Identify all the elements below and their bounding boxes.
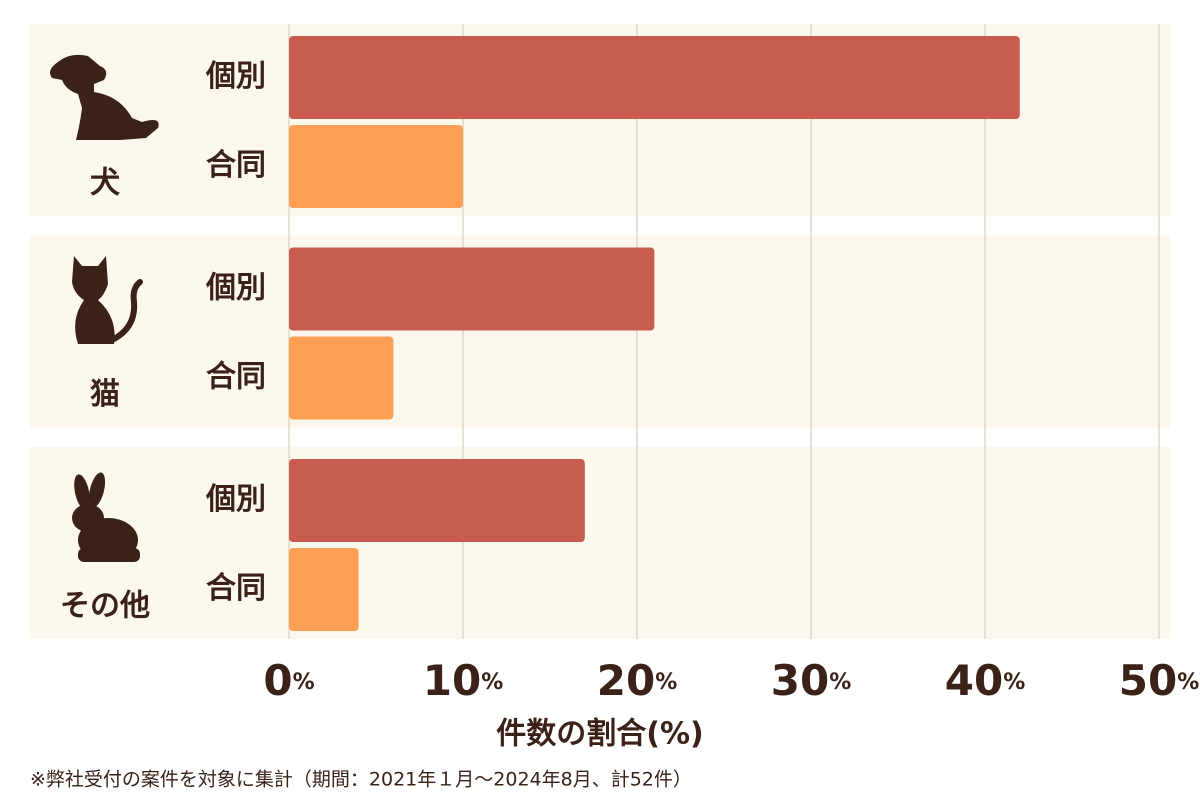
x-tick-label: 30% bbox=[771, 656, 852, 705]
series-label: 合同 bbox=[206, 360, 266, 395]
series-label: 個別 bbox=[205, 482, 266, 517]
bar bbox=[289, 125, 463, 208]
category-label: 猫 bbox=[90, 377, 120, 412]
bar bbox=[289, 336, 394, 420]
series-label: 個別 bbox=[205, 59, 266, 94]
x-tick-label: 40% bbox=[945, 656, 1026, 705]
category-label: その他 bbox=[60, 589, 150, 624]
cat-icon bbox=[72, 256, 143, 344]
x-tick-label: 50% bbox=[1119, 656, 1200, 705]
dog-icon bbox=[50, 54, 159, 140]
panel bbox=[30, 447, 1170, 639]
bar bbox=[289, 548, 359, 631]
bar bbox=[289, 247, 655, 331]
bar bbox=[289, 459, 585, 542]
series-label: 合同 bbox=[206, 148, 266, 183]
rabbit-icon bbox=[72, 472, 140, 562]
series-label: 個別 bbox=[205, 271, 266, 306]
x-tick-label: 20% bbox=[597, 656, 678, 705]
footnote: ※弊社受付の案件を対象に集計（期間：2021年１月〜2024年8月、計52件） bbox=[30, 769, 692, 791]
bar bbox=[289, 36, 1020, 119]
series-label: 合同 bbox=[206, 571, 266, 606]
x-tick-label: 0% bbox=[263, 656, 314, 705]
x-axis-label: 件数の割合(%) bbox=[496, 717, 703, 752]
category-label: 犬 bbox=[90, 166, 120, 201]
x-tick-label: 10% bbox=[423, 656, 504, 705]
